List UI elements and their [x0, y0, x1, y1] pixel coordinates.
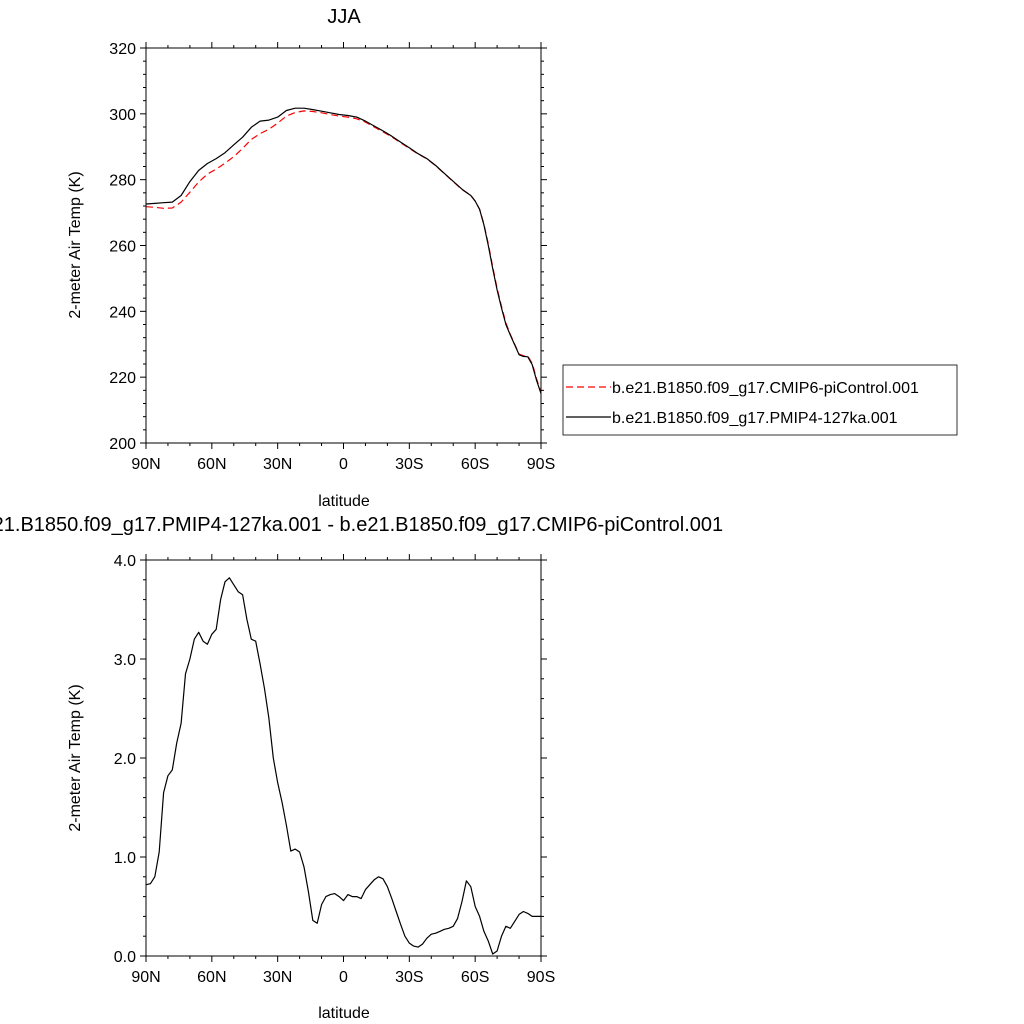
y-tick-label: 240: [109, 304, 136, 321]
x-tick-label: 90S: [527, 969, 555, 986]
y-tick-label: 2.0: [114, 751, 136, 768]
x-tick-label: 0: [339, 969, 348, 986]
legend-box: [562, 364, 958, 436]
x-tick-label: 0: [339, 456, 348, 473]
y-axis-label: 2-meter Air Temp (K): [67, 684, 84, 831]
x-tick-label: 30S: [395, 969, 423, 986]
x-tick-label: 60N: [197, 969, 226, 986]
difference-panel: b.e21.B1850.f09_g17.PMIP4-127ka.001 - b.…: [0, 514, 723, 1022]
x-tick-label: 30N: [263, 456, 292, 473]
x-axis-label: latitude: [318, 493, 370, 510]
legend-label-127ka: b.e21.B1850.f09_g17.PMIP4-127ka.001: [612, 410, 898, 427]
plot-frame: [145, 47, 542, 444]
plot-frame: [145, 559, 542, 957]
y-axis-label: 2-meter Air Temp (K): [67, 171, 84, 318]
legend-label-picontrol: b.e21.B1850.f09_g17.CMIP6-piControl.001: [612, 380, 919, 397]
series-line-1: [145, 110, 542, 393]
ticks-group: 90N 60N 30N 0 30S 60S 90S 200 220 240 260 280 300 320: [109, 41, 555, 473]
x-tick-label: 30N: [263, 969, 292, 986]
legend: b.e21.B1850.f09_g17.CMIP6-piControl.001 …: [562, 364, 958, 436]
y-tick-label: 200: [109, 436, 136, 453]
x-tick-label: 30S: [395, 456, 423, 473]
y-tick-label: 300: [109, 107, 136, 124]
temperature-panel: JJA 90N 60N 30N 0 30S 60S 90S 200 220 240 260 280 30…: [67, 6, 555, 510]
difference-chart-title: b.e21.B1850.f09_g17.PMIP4-127ka.001 - b.…: [0, 514, 723, 536]
x-tick-label: 60S: [461, 969, 489, 986]
x-tick-label: 90N: [131, 456, 160, 473]
y-tick-label: 220: [109, 370, 136, 387]
y-tick-label: 4.0: [114, 553, 136, 570]
y-tick-label: 3.0: [114, 652, 136, 669]
chart-title: JJA: [327, 6, 361, 28]
y-tick-label: 260: [109, 239, 136, 256]
series-line-2: [145, 107, 542, 394]
y-tick-label: 1.0: [114, 850, 136, 867]
y-tick-label: 0.0: [114, 949, 136, 966]
series-group: [145, 577, 541, 955]
x-axis-label: latitude: [318, 1005, 370, 1022]
x-tick-label: 60N: [197, 456, 226, 473]
x-tick-label: 90N: [131, 969, 160, 986]
series-group: [145, 107, 542, 394]
ticks-group: 90N 60N 30N 0 30S 60S 90S 0.0 1.0 2.0 3.0 4.0: [114, 553, 555, 986]
y-tick-label: 320: [109, 41, 136, 58]
series-line-1: [145, 577, 541, 955]
y-tick-label: 280: [109, 173, 136, 190]
x-tick-label: 90S: [527, 456, 555, 473]
x-tick-label: 60S: [461, 456, 489, 473]
